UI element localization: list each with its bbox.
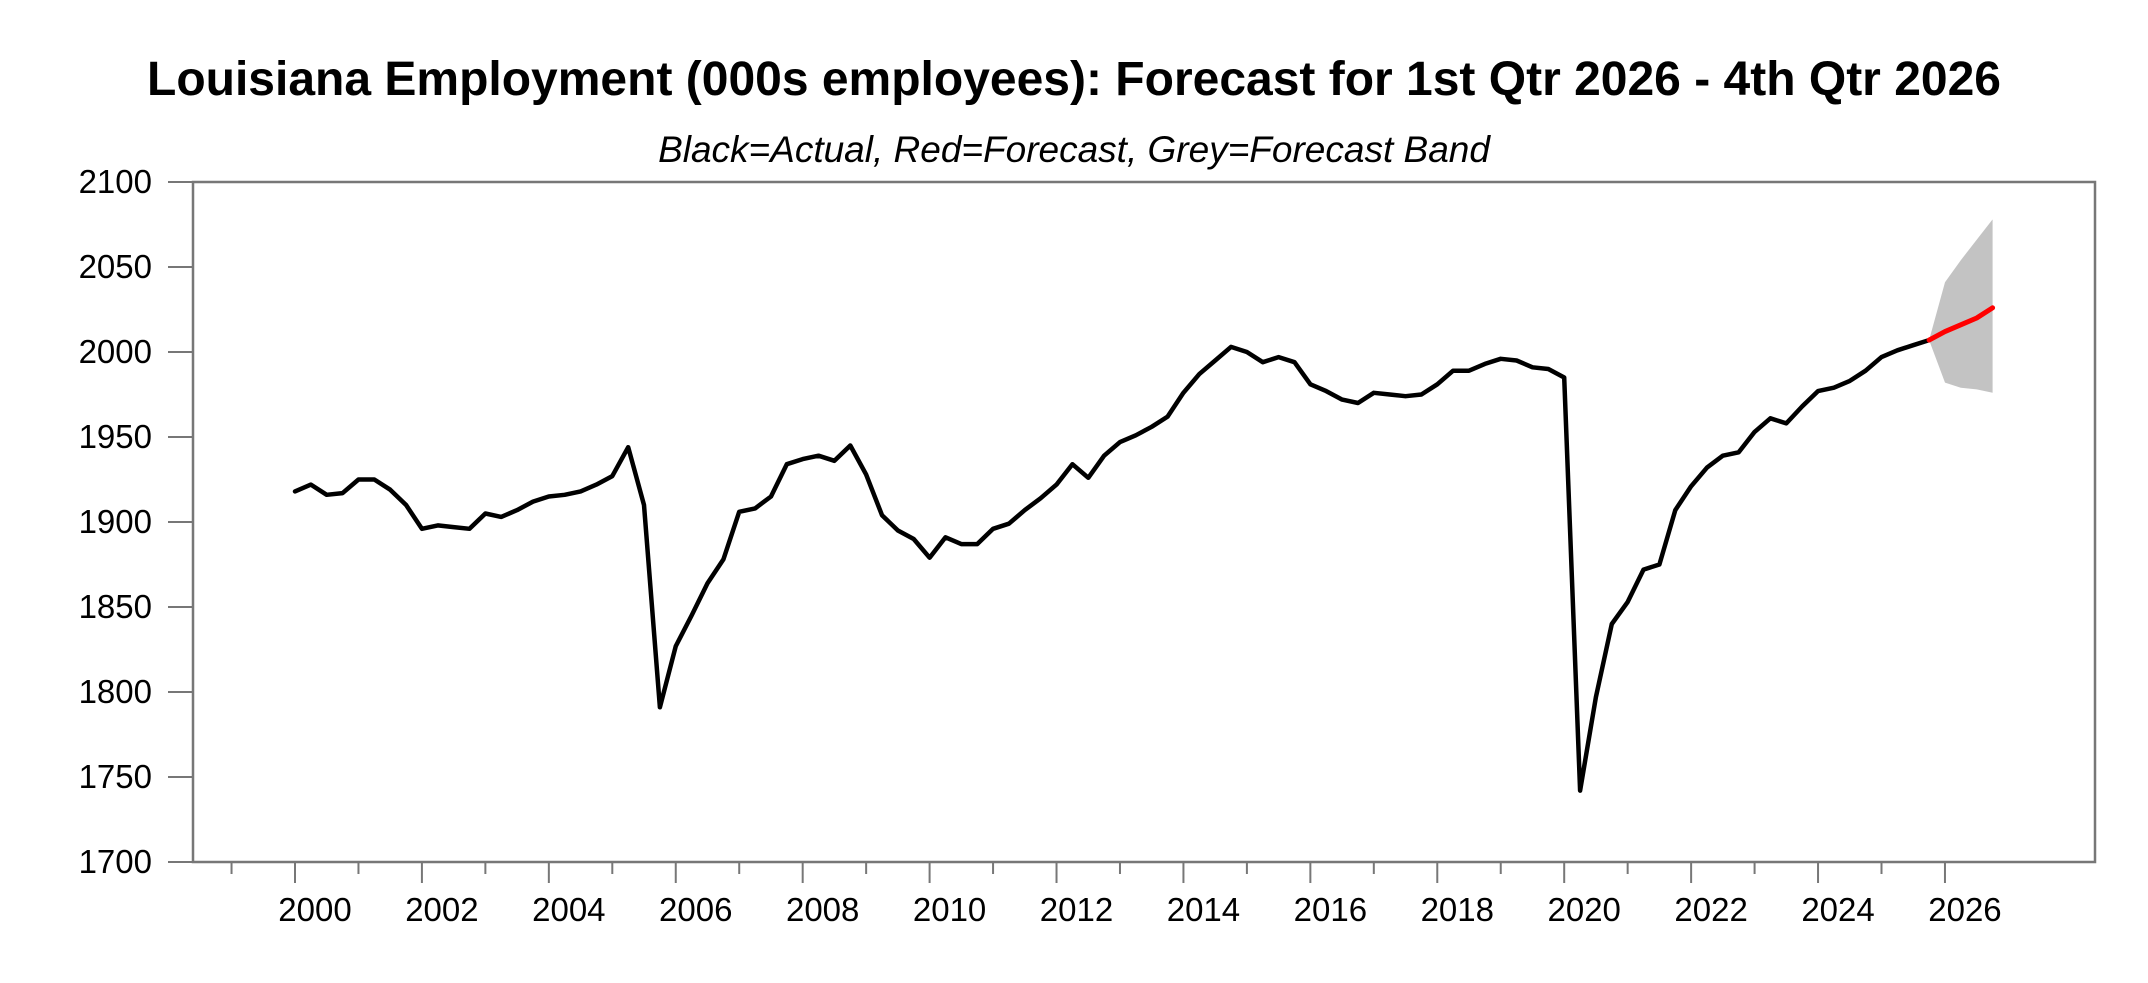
y-tick-label: 1900 <box>79 503 152 540</box>
y-tick-label: 1950 <box>79 418 152 455</box>
x-tick-label: 2014 <box>1167 891 1240 928</box>
x-tick-label: 2012 <box>1040 891 1113 928</box>
y-tick-label: 1850 <box>79 588 152 625</box>
axis-label-layer: 1700 1750 1800 1850 1900 1950 2000 2050 2100 2000… <box>79 163 2002 928</box>
y-tick-label: 2100 <box>79 163 152 200</box>
y-tick-label: 1800 <box>79 673 152 710</box>
chart-title: Louisiana Employment (000s employees): F… <box>147 53 2001 106</box>
y-tick-label: 1750 <box>79 758 152 795</box>
x-tick-label: 2026 <box>1928 891 2001 928</box>
y-tick-label: 2000 <box>79 333 152 370</box>
x-tick-label: 2018 <box>1421 891 1494 928</box>
series-layer <box>292 305 1996 793</box>
actual-line <box>292 337 1932 793</box>
y-tick-label: 2050 <box>79 248 152 285</box>
x-tick-label: 2000 <box>278 891 351 928</box>
chart-subtitle: Black=Actual, Red=Forecast, Grey=Forecas… <box>658 129 1491 170</box>
x-tick-label: 2020 <box>1547 891 1620 928</box>
forecast-band <box>1929 219 1993 393</box>
x-tick-label: 2010 <box>913 891 986 928</box>
y-tick-label: 1700 <box>79 843 152 880</box>
x-tick-label: 2006 <box>659 891 732 928</box>
forecast-line <box>1926 305 1996 343</box>
x-tick-label: 2016 <box>1294 891 1367 928</box>
axis-layer <box>168 180 2097 883</box>
x-tick-label: 2004 <box>532 891 605 928</box>
x-tick-label: 2002 <box>405 891 478 928</box>
x-tick-label: 2008 <box>786 891 859 928</box>
x-tick-label: 2024 <box>1801 891 1874 928</box>
x-tick-label: 2022 <box>1674 891 1747 928</box>
forecast-band-layer <box>1929 219 1993 393</box>
